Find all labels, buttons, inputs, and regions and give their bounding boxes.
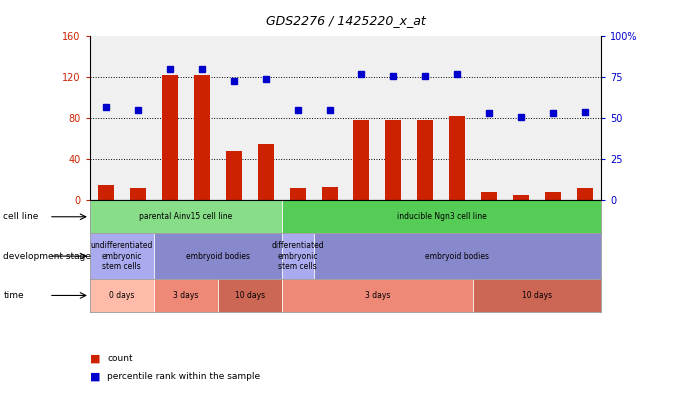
Text: ■: ■	[90, 354, 100, 363]
Bar	[226, 151, 242, 200]
Text: ■: ■	[90, 372, 100, 382]
Text: percentile rank within the sample: percentile rank within the sample	[107, 372, 261, 381]
Bar	[577, 188, 593, 200]
Bar	[482, 192, 498, 200]
Bar	[153, 233, 281, 279]
Bar	[98, 185, 114, 200]
Text: cell line: cell line	[3, 212, 39, 221]
Bar	[354, 120, 370, 200]
Bar	[545, 192, 561, 200]
Bar	[258, 144, 274, 200]
Text: 3 days: 3 days	[173, 291, 198, 300]
Text: embryoid bodies: embryoid bodies	[186, 252, 249, 260]
Bar	[193, 75, 209, 200]
Bar	[90, 279, 153, 312]
Text: GDS2276 / 1425220_x_at: GDS2276 / 1425220_x_at	[265, 14, 426, 27]
Bar	[281, 279, 473, 312]
Text: time: time	[3, 291, 24, 300]
Bar	[513, 195, 529, 200]
Bar	[162, 75, 178, 200]
Text: parental Ainv15 cell line: parental Ainv15 cell line	[139, 212, 232, 221]
Text: differentiated
embryonic
stem cells: differentiated embryonic stem cells	[272, 241, 324, 271]
Bar	[90, 233, 153, 279]
Bar	[386, 120, 401, 200]
Text: development stage: development stage	[3, 252, 91, 260]
Text: embryoid bodies: embryoid bodies	[426, 252, 489, 260]
Bar	[281, 200, 601, 233]
Bar	[153, 279, 218, 312]
Bar	[218, 279, 281, 312]
Text: 10 days: 10 days	[234, 291, 265, 300]
Bar	[417, 120, 433, 200]
Text: inducible Ngn3 cell line: inducible Ngn3 cell line	[397, 212, 486, 221]
Text: undifferentiated
embryonic
stem cells: undifferentiated embryonic stem cells	[91, 241, 153, 271]
Bar	[449, 116, 465, 200]
Bar	[321, 187, 337, 200]
Bar	[130, 188, 146, 200]
Text: count: count	[107, 354, 133, 363]
Bar	[90, 200, 281, 233]
Bar	[314, 233, 601, 279]
Bar	[281, 233, 314, 279]
Text: 10 days: 10 days	[522, 291, 552, 300]
Text: 0 days: 0 days	[109, 291, 135, 300]
Bar	[473, 279, 601, 312]
Bar	[290, 188, 305, 200]
Text: 3 days: 3 days	[365, 291, 390, 300]
